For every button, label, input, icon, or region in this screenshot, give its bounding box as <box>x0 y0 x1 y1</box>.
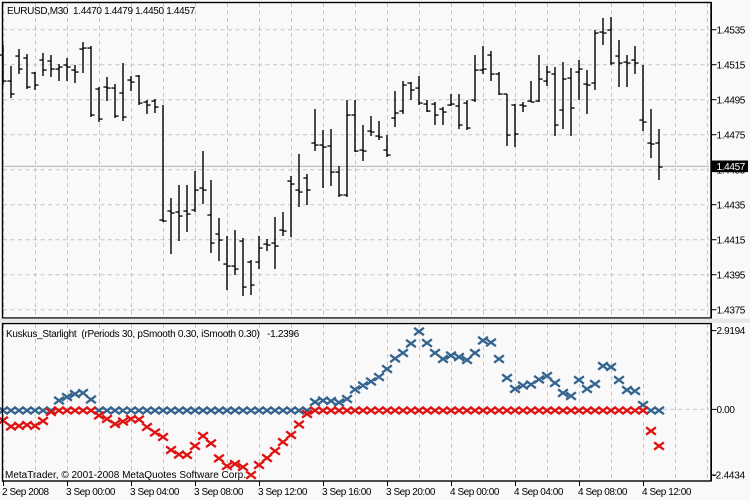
svg-text:0.00: 0.00 <box>717 405 736 416</box>
svg-text:1.4415: 1.4415 <box>717 235 746 246</box>
svg-text:-2.4434: -2.4434 <box>713 471 746 482</box>
svg-text:3 Sep 12:00: 3 Sep 12:00 <box>258 487 308 498</box>
svg-text:EURUSD,M30 1.4470 1.4479 1.44: EURUSD,M30 1.4470 1.4479 1.4450 1.4457 <box>7 6 196 17</box>
svg-text:1.4395: 1.4395 <box>717 270 746 281</box>
svg-text:1.4475: 1.4475 <box>717 130 746 141</box>
svg-text:2 Sep 2008: 2 Sep 2008 <box>2 487 50 498</box>
svg-text:1.4515: 1.4515 <box>717 60 746 71</box>
svg-text:1.4535: 1.4535 <box>717 25 746 36</box>
svg-text:Kuskus_Starlight (rPeriods 30: Kuskus_Starlight (rPeriods 30, pSmooth 0… <box>6 329 300 340</box>
svg-text:3 Sep 08:00: 3 Sep 08:00 <box>194 487 244 498</box>
svg-text:4 Sep 12:00: 4 Sep 12:00 <box>642 487 692 498</box>
svg-text:3 Sep 16:00: 3 Sep 16:00 <box>322 487 372 498</box>
svg-text:1.4495: 1.4495 <box>717 95 746 106</box>
svg-text:4 Sep 00:00: 4 Sep 00:00 <box>450 487 500 498</box>
svg-text:3 Sep 20:00: 3 Sep 20:00 <box>386 487 436 498</box>
svg-text:1.4375: 1.4375 <box>717 305 746 316</box>
svg-text:1.4435: 1.4435 <box>717 200 746 211</box>
svg-text:2.9194: 2.9194 <box>717 326 746 337</box>
svg-text:4 Sep 08:00: 4 Sep 08:00 <box>578 487 628 498</box>
svg-text:MetaTrader, © 2001-2008 MetaQu: MetaTrader, © 2001-2008 MetaQuotes Softw… <box>5 470 246 481</box>
svg-text:3 Sep 00:00: 3 Sep 00:00 <box>66 487 116 498</box>
svg-text:4 Sep 04:00: 4 Sep 04:00 <box>514 487 564 498</box>
svg-text:3 Sep 04:00: 3 Sep 04:00 <box>130 487 180 498</box>
svg-text:1.4457: 1.4457 <box>717 162 746 173</box>
